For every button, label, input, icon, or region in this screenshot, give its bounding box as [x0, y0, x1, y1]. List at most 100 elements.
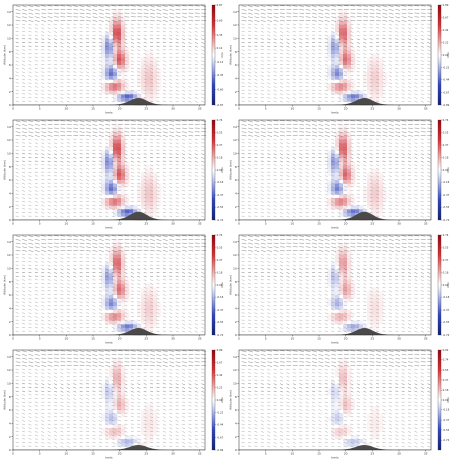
wind-arrow: [150, 16, 155, 18]
wind-arrow: [137, 89, 141, 91]
heatmap-cell: [149, 83, 154, 87]
wind-arrow: [34, 34, 38, 36]
wind-arrow: [22, 190, 26, 192]
heatmap-cell: [109, 57, 114, 62]
wind-arrow: [28, 27, 32, 29]
wind-arrow: [408, 204, 412, 207]
heatmap-cell: [113, 190, 118, 195]
wind-arrow: [60, 327, 64, 329]
wind-arrow: [111, 305, 115, 307]
wind-arrow: [401, 16, 407, 18]
wind-arrow: [292, 142, 296, 144]
wind-arrow: [312, 12, 317, 15]
wind-arrow: [260, 100, 264, 102]
wind-arrow: [286, 42, 290, 44]
heatmap-cell: [351, 90, 356, 95]
wind-arrow: [194, 56, 198, 59]
wind-arrow: [388, 5, 394, 7]
wind-arrow: [169, 38, 173, 40]
wind-arrow: [47, 53, 51, 54]
wind-arrow: [143, 157, 147, 159]
wind-arrow: [92, 135, 98, 137]
wind-arrow: [280, 53, 284, 55]
wind-arrow: [28, 294, 32, 296]
wind-arrow: [369, 5, 375, 7]
wind-arrow: [118, 168, 122, 170]
heatmap-cell: [117, 258, 122, 262]
wind-arrow: [111, 42, 115, 44]
wind-arrow: [169, 86, 173, 88]
wind-arrow: [60, 82, 64, 84]
wind-arrow: [60, 60, 64, 62]
wind-arrow: [344, 193, 348, 195]
heatmap-cell: [335, 28, 340, 32]
wind-arrow: [124, 27, 128, 29]
wind-arrow: [401, 160, 405, 162]
heatmap-cell: [121, 83, 126, 87]
heatmap-cell: [379, 64, 384, 69]
wind-arrow: [41, 97, 45, 99]
wind-arrow: [324, 197, 328, 200]
heatmap-cell: [121, 61, 126, 65]
wind-arrow: [118, 308, 122, 310]
wind-arrow: [395, 127, 401, 130]
wind-arrow: [73, 60, 77, 63]
heatmap-cell: [379, 201, 384, 206]
wind-arrow: [98, 93, 102, 95]
wind-arrow: [47, 319, 51, 322]
heatmap-cell: [331, 68, 336, 73]
wind-arrow: [382, 131, 388, 133]
wind-arrow: [98, 131, 104, 134]
heatmap-cell: [101, 205, 106, 210]
wind-arrow: [60, 179, 64, 180]
wind-arrow: [54, 316, 58, 318]
wind-arrow: [376, 64, 380, 66]
wind-arrow: [369, 182, 373, 185]
wind-arrow: [356, 89, 360, 91]
heatmap-cell: [145, 205, 150, 210]
wind-arrow: [79, 171, 83, 174]
heatmap-cell: [121, 46, 126, 51]
wind-arrow: [111, 78, 115, 81]
wind-arrow: [273, 49, 277, 51]
wind-arrow: [248, 49, 252, 51]
wind-arrow: [111, 86, 115, 88]
heatmap-cell: [351, 172, 356, 177]
heatmap-cell: [153, 205, 158, 210]
wind-arrow: [143, 97, 147, 99]
wind-arrow: [356, 31, 360, 33]
wind-arrow: [156, 27, 160, 29]
wind-arrow: [143, 56, 147, 59]
x-tick-label: 0: [238, 107, 240, 111]
heatmap-cell: [343, 154, 348, 158]
heatmap-cell: [149, 298, 154, 303]
heatmap-cell: [121, 183, 126, 188]
heatmap-cell: [379, 198, 384, 202]
wind-arrow: [427, 168, 431, 170]
wind-arrow: [15, 164, 19, 166]
heatmap-cell: [149, 172, 154, 177]
heatmap-cell: [371, 97, 376, 102]
heatmap-cell: [375, 79, 380, 84]
heatmap-cell: [105, 61, 110, 65]
heatmap-cell: [153, 172, 158, 177]
wind-arrow: [130, 27, 134, 29]
wind-arrow: [299, 215, 303, 218]
wind-arrow: [175, 42, 179, 44]
wind-arrow: [369, 67, 373, 70]
wind-arrow: [182, 34, 186, 37]
heatmap-cell: [153, 194, 158, 199]
heatmap-cell: [149, 57, 154, 62]
heatmap-cell: [379, 75, 384, 80]
wind-arrow: [248, 171, 252, 174]
wind-arrow: [248, 164, 252, 166]
wind-arrow: [414, 146, 418, 148]
wind-arrow: [143, 5, 149, 7]
heatmap-cell: [335, 31, 340, 36]
heatmap-cell: [117, 324, 122, 328]
wind-arrow: [201, 153, 205, 155]
wind-arrow: [188, 190, 192, 191]
heatmap-cell: [129, 209, 134, 213]
wind-arrow: [305, 131, 311, 133]
wind-arrow: [286, 157, 290, 159]
